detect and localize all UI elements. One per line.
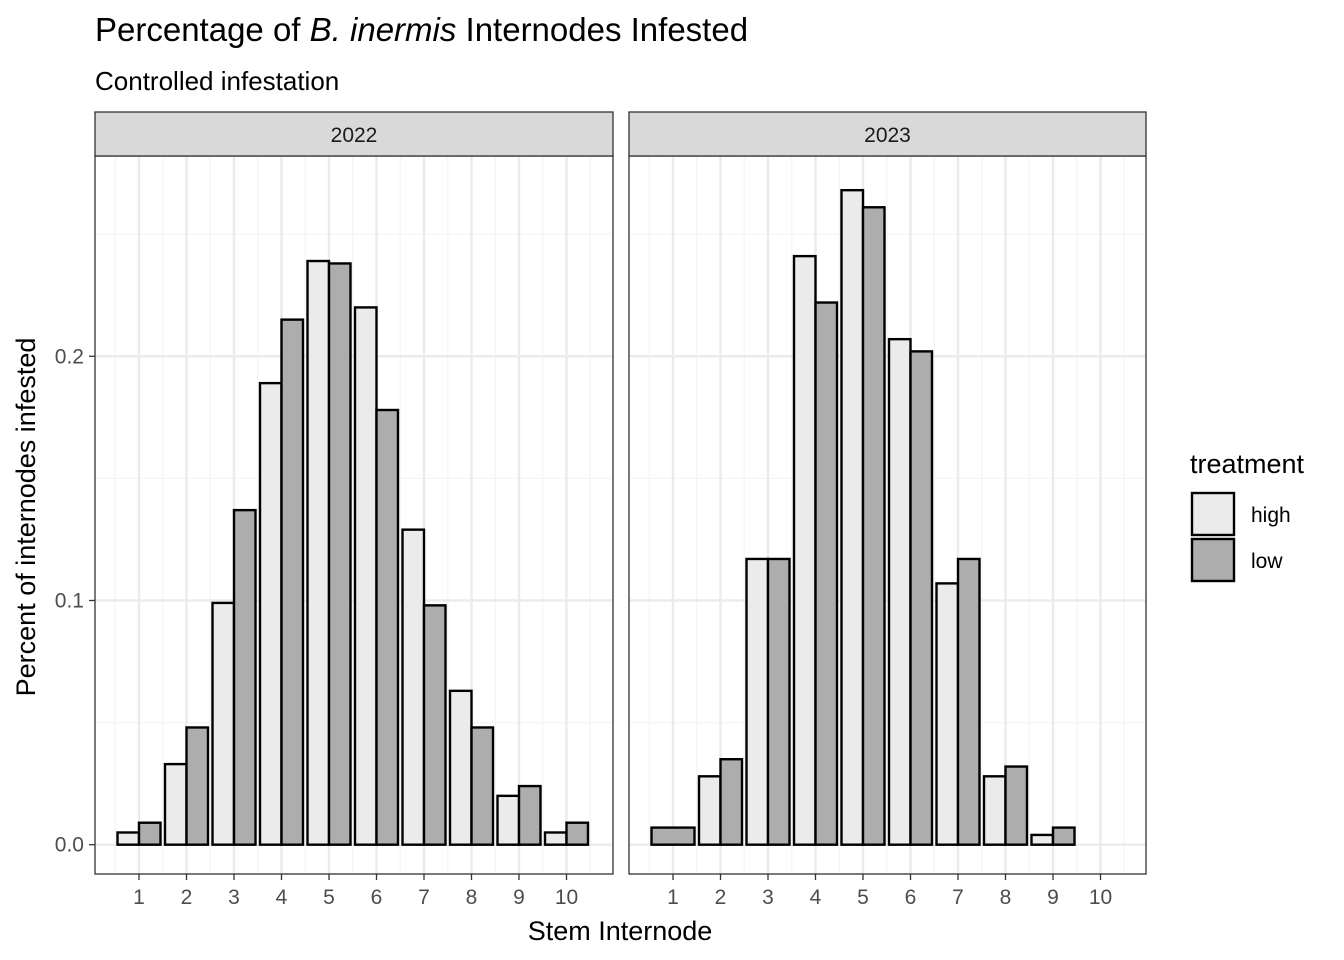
bar-high-9	[1030, 833, 1055, 846]
bar-low-1	[137, 821, 162, 846]
bar-high-5	[306, 259, 331, 846]
bar-low-2	[719, 758, 744, 846]
bar-low-3	[766, 557, 791, 846]
bar-low-4	[280, 318, 305, 846]
bar-low-2	[185, 726, 210, 846]
facet-strip	[628, 111, 1147, 157]
bar-low-5	[327, 262, 352, 846]
y-tick-label: 0.1	[55, 589, 84, 612]
x-tick-label: 8	[1000, 886, 1012, 909]
x-tick-label: 2	[715, 886, 727, 909]
bar-high-7	[935, 582, 960, 846]
legend: treatment high low	[1190, 449, 1305, 583]
facet-strip	[94, 111, 614, 157]
bar-high-6	[353, 306, 378, 846]
bar-low-8	[470, 726, 495, 846]
x-tick-label: 9	[1047, 886, 1059, 909]
x-tick-label: 4	[810, 886, 822, 909]
bar-low-6	[375, 408, 400, 846]
bar-low-7	[422, 604, 447, 846]
bar-low-10	[565, 821, 590, 846]
bar-high-8	[982, 775, 1007, 846]
bar-high-7	[401, 528, 426, 846]
bar-high-5	[840, 188, 865, 846]
legend-label-high: high	[1251, 504, 1291, 527]
x-tick-label: 8	[466, 886, 478, 909]
x-tick-label: 5	[323, 886, 335, 909]
bar-high-2	[697, 775, 722, 846]
bar-low-7	[956, 557, 981, 846]
legend-label-low: low	[1251, 550, 1283, 573]
y-axis: 0.0 0.1 0.2	[55, 345, 95, 857]
legend-key-high	[1190, 491, 1236, 537]
bar-low-5	[861, 206, 886, 846]
bar-high-3	[745, 557, 770, 846]
x-tick-label: 3	[762, 886, 774, 909]
facet-strip-label: 2022	[331, 124, 378, 147]
x-tick-label: 7	[952, 886, 964, 909]
bar-high-2	[163, 762, 188, 846]
x-axis-title: Stem Internode	[528, 916, 713, 946]
panel-background	[629, 156, 1146, 874]
y-tick-label: 0.2	[55, 345, 84, 368]
chart-subtitle: Controlled infestation	[95, 66, 339, 96]
x-tick-label: 6	[371, 886, 383, 909]
legend-key-low	[1190, 537, 1236, 583]
x-tick-label: 3	[228, 886, 240, 909]
bar-high-9	[496, 794, 521, 846]
x-tick-label: 9	[513, 886, 525, 909]
x-tick-label: 1	[133, 886, 145, 909]
chart-title-suffix: Internodes Infested	[456, 11, 748, 48]
bar-low-1	[650, 826, 696, 846]
bar-high-3	[211, 601, 236, 846]
bar-low-4	[814, 301, 839, 846]
x-tick-label: 7	[418, 886, 430, 909]
bar-high-6	[887, 337, 912, 846]
bar-high-4	[792, 254, 817, 846]
bar-low-6	[909, 350, 934, 846]
facet-panel-2023: 2023 1 2 3 4 5 6 7 8 9 10	[628, 111, 1147, 909]
bar-high-4	[258, 381, 283, 846]
bar-low-3	[232, 508, 257, 846]
x-tick-label: 2	[181, 886, 193, 909]
bar-low-9	[517, 784, 542, 846]
bar-high-10	[543, 831, 568, 846]
chart-title: Percentage of B. inermis Internodes Infe…	[95, 11, 748, 48]
x-tick-label: 10	[1089, 886, 1112, 909]
facet-strip-label: 2023	[864, 124, 911, 147]
x-tick-label: 6	[905, 886, 917, 909]
bar-low-8	[1004, 765, 1029, 846]
facet-panel-2022: 2022 1 2 3 4 5 6 7 8 9 10	[94, 111, 614, 909]
legend-title: treatment	[1190, 449, 1305, 479]
bar-high-1	[116, 831, 141, 846]
chart-title-italic: B. inermis	[310, 11, 457, 48]
x-tick-label: 5	[857, 886, 869, 909]
bar-high-8	[448, 689, 473, 846]
facet-panels: 2022 1 2 3 4 5 6 7 8 9 10 2023 1 2 3 4 5 6 7 8 9 10	[94, 111, 1147, 909]
y-axis-title: Percent of internodes infested	[11, 338, 41, 697]
x-tick-label: 1	[667, 886, 679, 909]
y-tick-label: 0.0	[55, 834, 84, 857]
x-tick-label: 4	[276, 886, 288, 909]
bar-low-9	[1051, 826, 1076, 846]
chart-title-prefix: Percentage of	[95, 11, 310, 48]
x-tick-label: 10	[555, 886, 578, 909]
